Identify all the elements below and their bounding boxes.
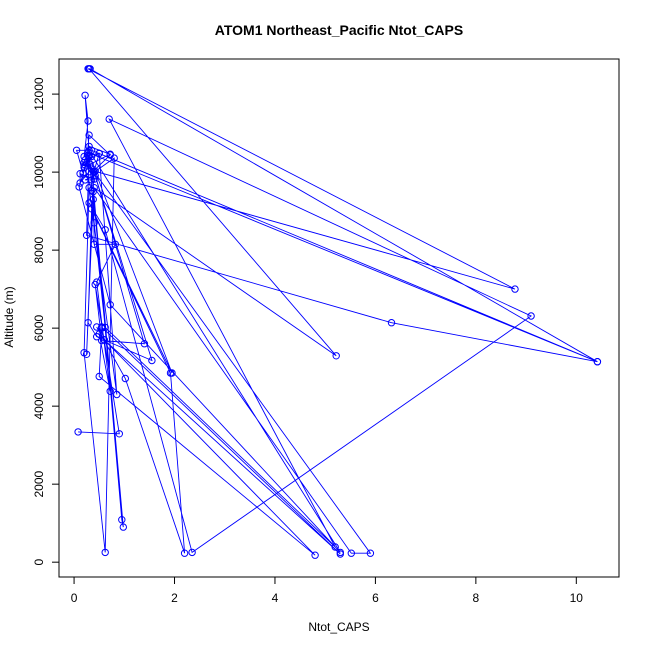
- data-point: [84, 319, 92, 327]
- data-point: [85, 142, 93, 151]
- x-tick-label: 2: [171, 591, 178, 605]
- data-point: [89, 187, 97, 196]
- data-point: [111, 240, 120, 249]
- data-point: [76, 179, 84, 187]
- data-point: [188, 548, 196, 557]
- y-tick-label: 2000: [32, 470, 46, 497]
- y-tick-label: 0: [32, 559, 46, 566]
- data-point: [90, 175, 98, 183]
- data-point: [166, 369, 175, 377]
- data-point: [118, 516, 126, 524]
- data-point: [336, 550, 344, 558]
- data-point: [82, 350, 91, 358]
- chart-title: ATOM1 Northeast_Pacific Ntot_CAPS: [215, 22, 463, 38]
- series-points: [72, 65, 602, 559]
- data-point: [101, 323, 109, 332]
- data-point: [332, 352, 340, 360]
- data-point: [81, 156, 89, 164]
- data-point: [95, 372, 103, 381]
- data-point: [101, 226, 109, 234]
- x-tick-label: 6: [372, 591, 379, 605]
- data-point: [76, 170, 84, 178]
- y-tick-label: 10000: [32, 155, 46, 189]
- data-point: [106, 150, 114, 158]
- data-point: [90, 219, 98, 227]
- x-tick-label: 8: [473, 591, 480, 605]
- data-point: [85, 65, 93, 73]
- data-point: [89, 195, 97, 204]
- data-point: [387, 319, 396, 327]
- data-point: [511, 285, 519, 293]
- data-point: [75, 183, 83, 191]
- data-point: [121, 374, 130, 383]
- data-point: [366, 549, 375, 557]
- y-tick-label: 4000: [32, 392, 46, 419]
- data-point: [115, 430, 124, 438]
- data-point: [106, 301, 114, 309]
- data-point: [119, 523, 128, 531]
- data-point: [86, 160, 94, 169]
- data-point: [87, 164, 96, 172]
- data-point: [593, 358, 602, 366]
- data-point: [527, 312, 535, 320]
- data-point: [93, 278, 101, 286]
- data-point: [180, 549, 189, 557]
- data-point: [90, 168, 98, 176]
- data-point: [87, 205, 96, 213]
- data-point: [82, 231, 91, 240]
- data-point: [95, 149, 103, 158]
- data-point: [87, 152, 96, 161]
- data-point: [311, 551, 319, 559]
- data-point: [93, 333, 101, 341]
- data-point: [81, 91, 89, 100]
- data-point: [84, 117, 92, 125]
- data-point: [90, 184, 98, 192]
- data-point: [93, 323, 101, 331]
- y-tick-label: 12000: [32, 77, 46, 111]
- y-tick-label: 8000: [32, 236, 46, 263]
- data-point: [80, 163, 88, 172]
- data-point: [74, 428, 82, 436]
- x-tick-label: 10: [570, 591, 584, 605]
- data-point: [106, 387, 114, 395]
- data-point: [90, 240, 98, 249]
- data-point: [101, 548, 109, 557]
- data-point: [140, 340, 149, 348]
- y-tick-label: 6000: [32, 314, 46, 341]
- data-point: [80, 152, 88, 161]
- data-point: [98, 324, 106, 332]
- data-point: [347, 549, 355, 557]
- data-point: [110, 154, 118, 162]
- y-axis-label: Altitude (m): [2, 286, 16, 347]
- data-point: [100, 336, 108, 344]
- x-axis-label: Ntot_CAPS: [308, 620, 369, 634]
- data-point: [148, 356, 156, 365]
- x-tick-label: 0: [71, 591, 78, 605]
- data-point: [85, 131, 93, 139]
- data-point: [331, 543, 339, 551]
- data-point: [91, 171, 99, 180]
- x-tick-label: 4: [272, 591, 279, 605]
- data-point: [113, 390, 121, 399]
- plot-frame: [58, 58, 620, 578]
- data-point: [105, 115, 113, 123]
- data-point: [72, 146, 81, 155]
